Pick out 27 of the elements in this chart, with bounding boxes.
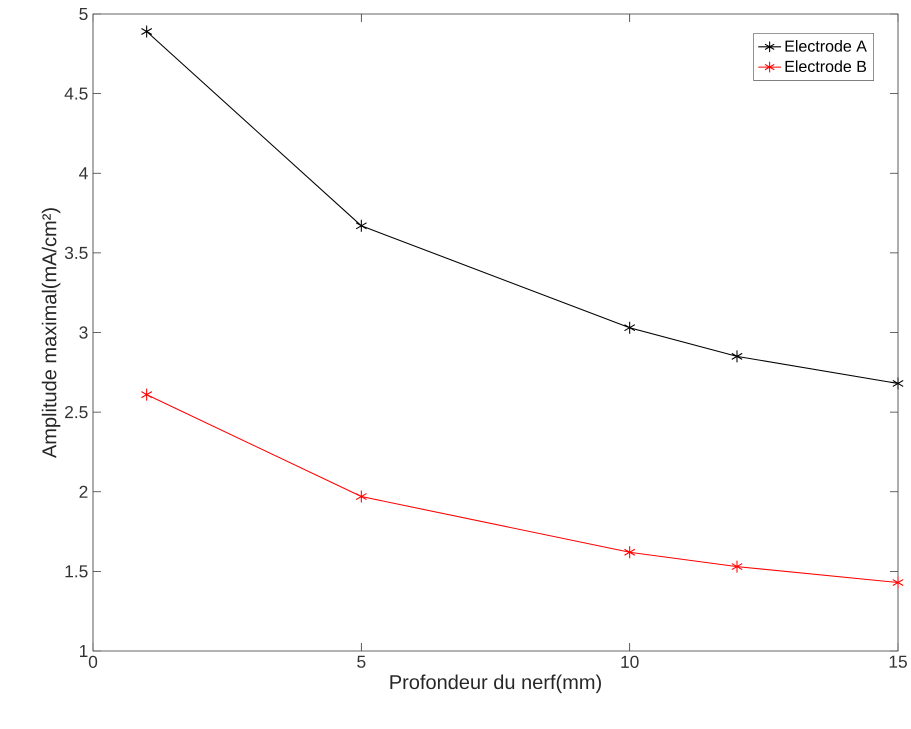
point: [892, 376, 904, 390]
legend-label: Electrode A: [786, 40, 867, 52]
y-tick-label: 3.5: [64, 246, 88, 260]
x-tick-label: 5: [357, 656, 366, 668]
x-tick-label: 10: [621, 656, 639, 668]
y-tick-label: 1: [80, 645, 88, 657]
point: [356, 219, 368, 232]
legend-label: Electrode B: [786, 60, 866, 72]
point: [731, 350, 743, 363]
point: [356, 490, 368, 504]
x-tick-label: 15: [890, 656, 907, 668]
y-tick-label: 2.5: [65, 406, 88, 418]
point: [624, 321, 636, 334]
y-tick-label: 1.5: [66, 565, 88, 578]
point: [140, 24, 152, 38]
y-tick-label: 4.5: [64, 88, 88, 100]
y-axis-title: Amplitude maximal(mA/cm²): [42, 208, 60, 458]
point: [140, 388, 152, 402]
y-tick-label: 4: [79, 167, 88, 180]
point: [731, 560, 743, 574]
point: [624, 546, 636, 559]
point: [892, 576, 904, 590]
y-tick-label: 3: [79, 326, 88, 339]
x-axis-title: Profondeur du nerf(mm): [390, 674, 601, 694]
y-tick-label: 5: [79, 8, 88, 20]
x-tick-label: 0: [88, 656, 98, 668]
y-tick-label: 2: [80, 486, 88, 498]
